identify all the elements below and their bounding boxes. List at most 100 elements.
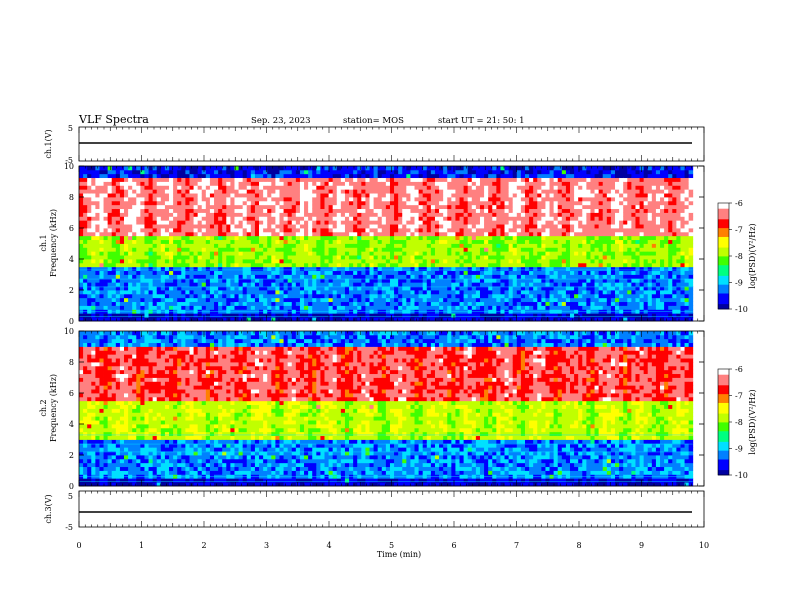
spectrogram-cell	[214, 247, 219, 252]
spectrogram-cell	[516, 200, 522, 206]
spectrogram-cell	[209, 286, 215, 291]
spectrogram-cell	[336, 185, 342, 190]
spectrogram-cell	[201, 282, 207, 287]
spectrogram-cell	[357, 166, 362, 171]
spectrogram-cell	[234, 166, 239, 171]
spectrogram-cell	[148, 270, 154, 275]
spectrogram-cell	[308, 282, 313, 287]
spectrogram-cell	[471, 274, 477, 279]
spectrogram-cell	[377, 313, 383, 318]
spectrogram-cell	[353, 305, 358, 310]
spectrogram-cell	[189, 313, 194, 318]
spectrogram-cell	[381, 286, 387, 291]
spectrogram-cell	[451, 216, 456, 221]
spectrogram-cell	[156, 173, 162, 179]
spectrogram-cell	[574, 251, 579, 256]
spectrogram-cell	[406, 270, 411, 275]
spectrogram-cell	[124, 185, 129, 190]
spectrogram-cell	[533, 173, 538, 179]
spectrogram-cell	[177, 208, 182, 213]
spectrogram-cell	[414, 274, 420, 279]
spectrogram-cell	[275, 243, 280, 248]
spectrogram-cell	[246, 259, 252, 264]
spectrogram-cell	[275, 173, 280, 179]
spectrogram-cell	[279, 224, 284, 229]
spectrogram-cell	[439, 290, 444, 295]
spectrogram-cell	[83, 228, 88, 233]
spectrogram-cell	[148, 293, 154, 299]
spectrogram-cell	[283, 224, 289, 229]
spectrogram-cell	[504, 200, 510, 206]
spectrogram-cell	[369, 235, 374, 241]
spectrogram-cell	[279, 216, 284, 221]
spectrogram-cell	[479, 262, 485, 268]
spectrogram-cell	[246, 200, 252, 206]
spectrogram-cell	[124, 216, 129, 221]
spectrogram-cell	[124, 235, 129, 241]
spectrogram-cell	[561, 290, 567, 295]
spectrogram-cell	[574, 239, 579, 244]
spectrogram-cell	[357, 212, 362, 217]
spectrogram-cell	[353, 204, 358, 210]
spectrogram-cell	[496, 224, 501, 229]
spectrogram-cell	[189, 224, 194, 229]
spectrogram-cell	[164, 224, 170, 229]
spectrogram-cell	[344, 216, 350, 221]
spectrogram-cell	[291, 266, 297, 272]
spectrogram-cell	[99, 185, 104, 190]
spectrogram-cell	[304, 305, 309, 310]
spectrogram-cell	[349, 313, 354, 318]
spectrogram-cell	[173, 259, 178, 264]
spectrogram-cell	[91, 228, 96, 233]
spectrogram-cell	[504, 204, 510, 210]
spectrogram-cell	[173, 255, 178, 260]
spectrogram-cell	[160, 212, 166, 217]
spectrogram-cell	[394, 305, 399, 310]
spectrogram-cell	[111, 239, 117, 244]
spectrogram-cell	[451, 189, 456, 194]
spectrogram-cell	[148, 290, 154, 295]
spectrogram-cell	[582, 235, 587, 241]
spectrogram-cell	[451, 301, 456, 306]
spectrogram-cell	[365, 259, 370, 264]
spectrogram-cell	[238, 278, 244, 283]
spectrogram-cell	[132, 228, 137, 233]
spectrogram-cell	[471, 231, 477, 237]
spectrogram-cell	[475, 247, 481, 252]
spectrogram-cell	[545, 216, 550, 221]
spectrogram-cell	[218, 200, 223, 206]
spectrogram-cell	[87, 243, 92, 248]
spectrogram-cell	[128, 270, 133, 275]
spectrogram-cell	[214, 193, 219, 198]
spectrogram-cell	[349, 177, 354, 182]
spectrogram-cell	[504, 239, 510, 244]
spectrogram-cell	[205, 243, 211, 248]
spectrogram-cell	[430, 305, 436, 310]
spectrogram-cell	[328, 220, 334, 225]
spectrogram-cell	[377, 204, 383, 210]
spectrogram-cell	[250, 235, 256, 241]
spectrogram-cell	[406, 228, 411, 233]
spectrogram-cell	[479, 243, 485, 248]
spectrogram-cell	[520, 317, 526, 322]
spectrogram-cell	[484, 286, 489, 291]
spectrogram-cell	[312, 228, 317, 233]
spectrogram-cell	[156, 313, 162, 318]
spectrogram-cell	[320, 293, 325, 299]
spectrogram-cell	[87, 185, 92, 190]
spectrogram-cell	[148, 228, 154, 233]
spectrogram-cell	[299, 317, 305, 322]
spectrogram-cell	[263, 181, 268, 186]
spectrogram-cell	[259, 262, 264, 268]
spectrogram-cell	[398, 231, 403, 237]
spectrogram-cell	[222, 266, 227, 272]
spectrogram-cell	[99, 317, 104, 322]
spectrogram-cell	[332, 239, 338, 244]
spectrogram-cell	[283, 169, 289, 175]
spectrogram-cell	[463, 169, 469, 175]
spectrogram-cell	[488, 197, 493, 202]
spectrogram-cell	[570, 262, 575, 268]
spectrogram-cell	[365, 247, 370, 252]
spectrogram-cell	[373, 317, 379, 322]
spectrogram-cell	[287, 290, 293, 295]
